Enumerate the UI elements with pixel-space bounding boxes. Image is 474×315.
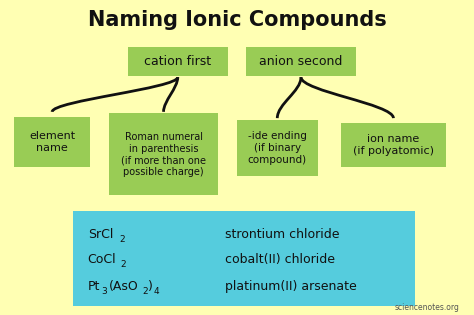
Text: 2: 2 [120,261,126,269]
Text: platinum(II) arsenate: platinum(II) arsenate [225,280,357,293]
Text: element
name: element name [29,131,75,152]
FancyBboxPatch shape [109,113,218,195]
FancyBboxPatch shape [128,47,228,76]
Text: 2: 2 [119,235,125,244]
Text: cobalt(II) chloride: cobalt(II) chloride [225,253,335,266]
Text: 3: 3 [101,287,107,296]
FancyBboxPatch shape [246,47,356,76]
Text: -ide ending
(if binary
compound): -ide ending (if binary compound) [248,131,307,165]
Text: 2: 2 [143,287,148,296]
FancyBboxPatch shape [73,211,415,306]
Text: sciencenotes.org: sciencenotes.org [395,303,460,312]
Text: ion name
(if polyatomic): ion name (if polyatomic) [353,134,434,156]
FancyBboxPatch shape [237,120,318,176]
Text: cation first: cation first [144,55,211,68]
Text: (AsO: (AsO [109,280,138,293]
Text: SrCl: SrCl [88,228,113,241]
Text: Roman numeral
in parenthesis
(if more than one
possible charge): Roman numeral in parenthesis (if more th… [121,132,206,177]
Text: strontium chloride: strontium chloride [225,228,340,241]
Text: CoCl: CoCl [88,253,116,266]
Text: 4: 4 [154,287,160,296]
Text: anion second: anion second [259,55,343,68]
FancyBboxPatch shape [14,117,90,167]
Text: Naming Ionic Compounds: Naming Ionic Compounds [88,10,386,31]
Text: Pt: Pt [88,280,100,293]
Text: ): ) [148,280,153,293]
FancyBboxPatch shape [341,123,446,167]
